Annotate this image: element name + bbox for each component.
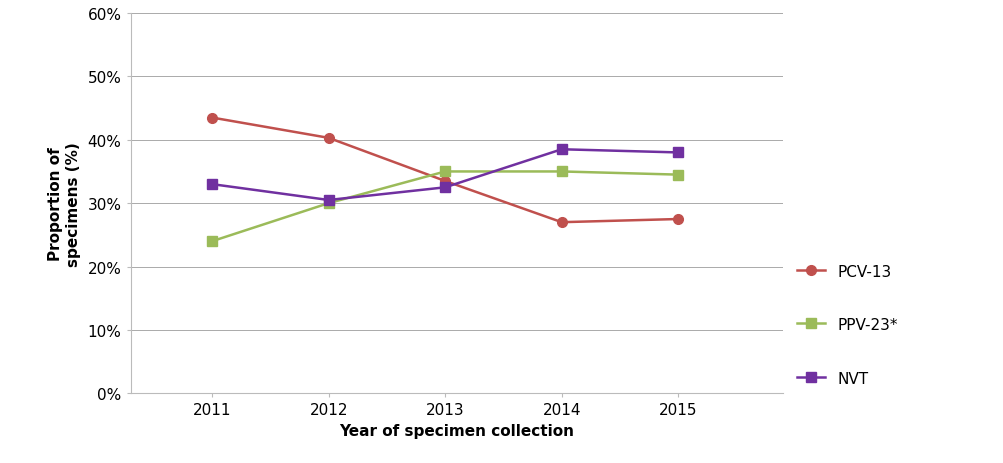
NVT [555, 147, 567, 153]
PPV-23* [438, 169, 450, 175]
Line: PPV-23*: PPV-23* [207, 167, 682, 246]
NVT [322, 198, 334, 203]
PCV-13 [555, 220, 567, 225]
NVT [206, 182, 218, 188]
Legend: PCV-13, PPV-23*, NVT: PCV-13, PPV-23*, NVT [796, 264, 897, 386]
Line: PCV-13: PCV-13 [207, 113, 682, 227]
PCV-13 [438, 179, 450, 184]
PPV-23* [206, 239, 218, 244]
X-axis label: Year of specimen collection: Year of specimen collection [339, 423, 574, 438]
Line: NVT: NVT [207, 145, 682, 206]
PPV-23* [672, 172, 684, 178]
Y-axis label: Proportion of
specimens (%): Proportion of specimens (%) [48, 142, 80, 266]
PPV-23* [322, 201, 334, 206]
PCV-13 [672, 217, 684, 222]
PCV-13 [206, 115, 218, 121]
NVT [438, 185, 450, 191]
PPV-23* [555, 169, 567, 175]
PCV-13 [322, 136, 334, 141]
NVT [672, 150, 684, 156]
